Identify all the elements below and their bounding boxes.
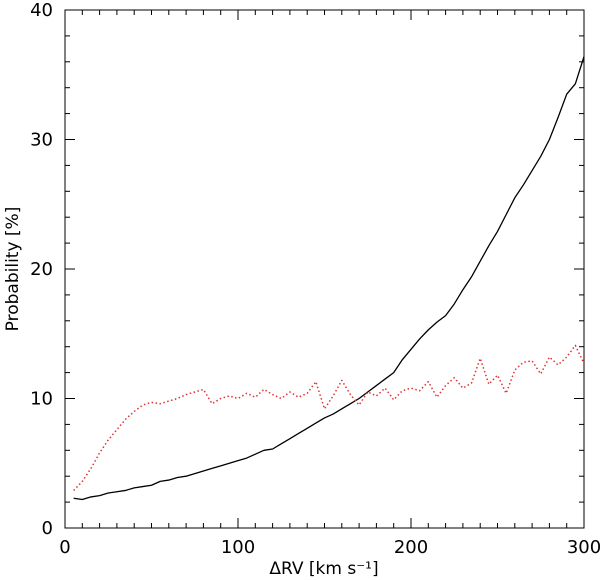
series-lines <box>73 56 585 501</box>
x-tick-labels: 0 100 200 300 <box>59 537 600 558</box>
y-tick-labels: 0 10 20 30 40 <box>30 0 53 539</box>
x-tick-label: 100 <box>221 537 255 558</box>
y-tick-label: 0 <box>42 518 53 539</box>
x-axis-label: ΔRV [km s⁻¹] <box>269 559 378 579</box>
y-axis-label: Probability [%] <box>3 207 23 332</box>
series-line-dotted <box>73 344 585 491</box>
y-tick-label: 30 <box>30 130 53 151</box>
x-tick-label: 0 <box>59 537 70 558</box>
plot-frame <box>64 9 585 529</box>
x-tick-label: 300 <box>567 537 600 558</box>
y-tick-label: 40 <box>30 0 53 21</box>
x-tick-label: 200 <box>394 537 428 558</box>
y-tick-label: 10 <box>30 389 53 410</box>
series-line-solid <box>73 56 585 501</box>
y-tick-label: 20 <box>30 259 53 280</box>
axis-ticks <box>64 9 585 529</box>
